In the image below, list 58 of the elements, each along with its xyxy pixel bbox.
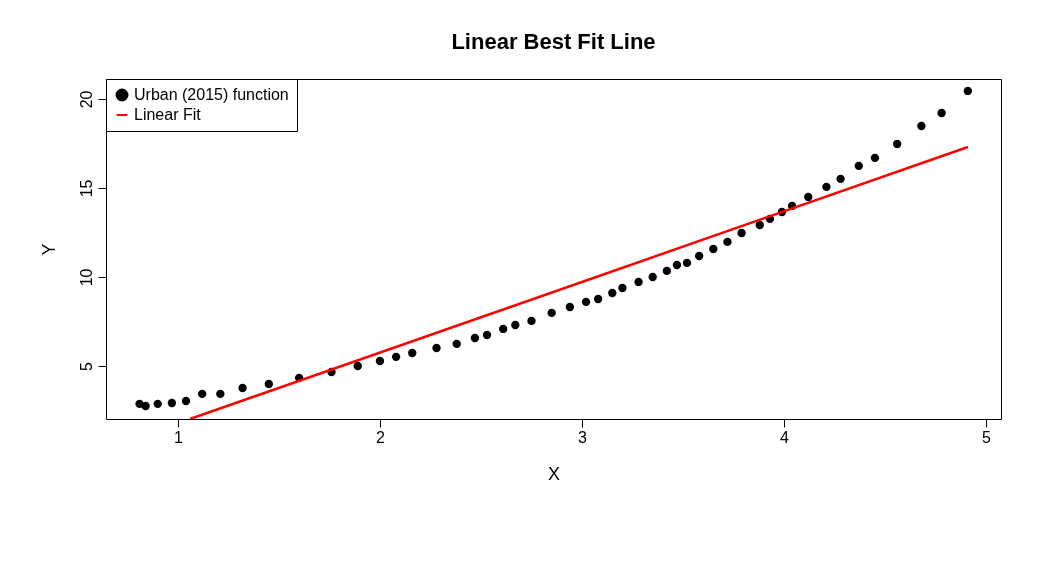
point [634,277,643,287]
chart-title: Linear Best Fit Line [451,28,656,54]
point [836,174,845,184]
point [547,308,556,318]
point [682,258,692,268]
x-axis-title: X [547,463,561,484]
y-tick-label: 5 [77,361,95,371]
point [527,316,536,326]
point [238,383,247,393]
point [499,324,508,334]
point [197,389,207,399]
x-tick-label: 5 [982,428,992,446]
point [408,348,417,358]
point [482,330,492,340]
point [723,237,732,247]
legend-label: Linear Fit [134,106,202,123]
point [648,272,657,282]
point [662,266,672,276]
point [470,333,480,343]
y-tick-label: 15 [77,179,95,198]
point [565,302,575,312]
point [854,161,863,171]
point [870,153,880,163]
point [581,297,591,307]
x-tick-label: 3 [578,428,588,446]
x-tick-label: 4 [780,428,790,446]
point [391,352,401,362]
legend-label: Urban (2015) function [134,86,289,103]
point [452,339,461,349]
point [737,228,746,238]
point [917,121,926,131]
point [141,401,150,411]
point [353,361,362,371]
point [694,251,704,261]
point [216,389,225,399]
point [167,398,177,408]
point [822,182,831,192]
point [937,108,946,118]
point [892,139,902,149]
y-axis-title: Y [38,243,59,256]
point [432,343,441,353]
x-tick-label: 1 [173,428,183,446]
point [804,192,813,202]
point [181,396,191,406]
point [618,283,627,293]
y-tick-label: 20 [77,90,95,109]
x-tick-label: 2 [376,428,385,446]
point [963,86,973,96]
point [264,379,274,389]
point [153,399,162,409]
point [709,244,718,254]
point [593,294,603,304]
point [608,288,617,298]
point [672,260,682,270]
point [375,356,385,366]
point [755,220,764,230]
y-tick-label: 10 [77,268,95,287]
point [511,320,520,330]
